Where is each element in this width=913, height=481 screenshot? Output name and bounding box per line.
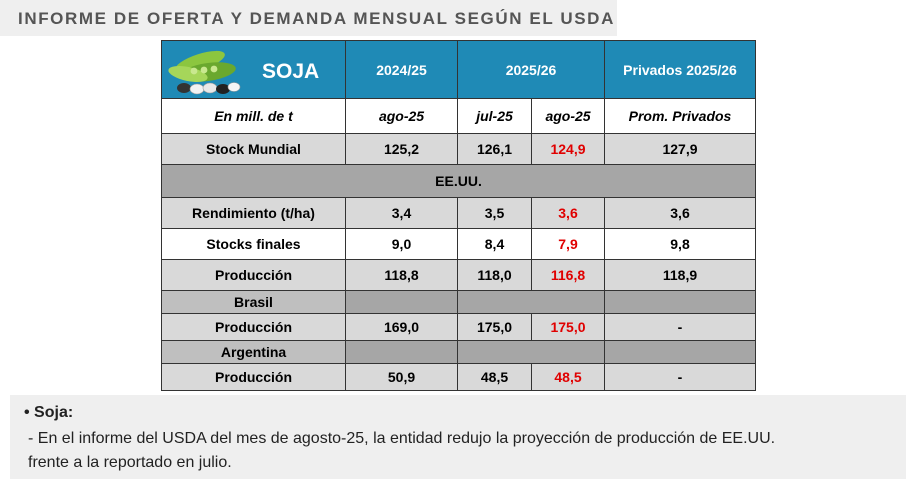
commentary-line: - En el informe del USDA del mes de agos… xyxy=(28,430,776,447)
cell-value: 175,0 xyxy=(457,313,532,341)
cell-value: 118,0 xyxy=(457,259,532,291)
cell-value: 126,1 xyxy=(457,133,532,165)
cell-value-highlight: 7,9 xyxy=(531,228,605,260)
commentary-line: frente a la reportado en julio. xyxy=(28,454,232,471)
cell-value: 118,8 xyxy=(345,259,458,291)
subheader-ago25-a: ago-25 xyxy=(345,98,458,134)
header-row: SOJA 2024/25 2025/26 Privados 2025/26 xyxy=(161,40,756,99)
section-row-brasil: Brasil xyxy=(161,290,756,314)
cell-value: 118,9 xyxy=(604,259,756,291)
row-label: Producción xyxy=(161,313,346,341)
cell-value: - xyxy=(604,313,756,341)
subheader-row: En mill. de t ago-25 jul-25 ago-25 Prom.… xyxy=(161,98,756,134)
soybean-icon xyxy=(168,50,241,95)
col-header-2025: 2025/26 xyxy=(457,40,605,99)
unit-label: En mill. de t xyxy=(161,98,346,134)
table-row: Stock Mundial 125,2 126,1 124,9 127,9 xyxy=(161,133,756,165)
cell-value: 9,0 xyxy=(345,228,458,260)
row-label: Rendimiento (t/ha) xyxy=(161,197,346,229)
table-row: Producción 118,8 118,0 116,8 118,9 xyxy=(161,259,756,291)
row-label: Stocks finales xyxy=(161,228,346,260)
cell-value-highlight: 116,8 xyxy=(531,259,605,291)
empty-cell xyxy=(345,290,458,314)
table-row: Producción 169,0 175,0 175,0 - xyxy=(161,313,756,341)
section-label: EE.UU. xyxy=(161,164,756,198)
cell-value-highlight: 3,6 xyxy=(531,197,605,229)
row-label: Stock Mundial xyxy=(161,133,346,165)
cell-value: 8,4 xyxy=(457,228,532,260)
crop-label: SOJA xyxy=(262,60,320,83)
crop-header-cell: SOJA xyxy=(161,40,346,99)
section-row-argentina: Argentina xyxy=(161,340,756,364)
commentary-box: • Soja: - En el informe del USDA del mes… xyxy=(10,395,906,479)
cell-value: 48,5 xyxy=(457,363,532,391)
table-row: Stocks finales 9,0 8,4 7,9 9,8 xyxy=(161,228,756,260)
cell-value: - xyxy=(604,363,756,391)
empty-cell xyxy=(457,340,605,364)
cell-value: 3,6 xyxy=(604,197,756,229)
cell-value: 125,2 xyxy=(345,133,458,165)
cell-value: 127,9 xyxy=(604,133,756,165)
row-label: Producción xyxy=(161,259,346,291)
subheader-ago25-b: ago-25 xyxy=(531,98,605,134)
cell-value: 3,5 xyxy=(457,197,532,229)
cell-value: 9,8 xyxy=(604,228,756,260)
section-label: Brasil xyxy=(161,290,346,314)
col-header-privados: Privados 2025/26 xyxy=(604,40,756,99)
cell-value: 169,0 xyxy=(345,313,458,341)
supply-demand-table: SOJA 2024/25 2025/26 Privados 2025/26 En… xyxy=(161,40,756,391)
title-bar: INFORME DE OFERTA Y DEMANDA MENSUAL SEGÚ… xyxy=(0,0,617,36)
cell-value: 50,9 xyxy=(345,363,458,391)
section-label: Argentina xyxy=(161,340,346,364)
table-row: Producción 50,9 48,5 48,5 - xyxy=(161,363,756,391)
col-header-2024: 2024/25 xyxy=(345,40,458,99)
empty-cell xyxy=(457,290,605,314)
cell-value-highlight: 175,0 xyxy=(531,313,605,341)
cell-value-highlight: 48,5 xyxy=(531,363,605,391)
empty-cell xyxy=(345,340,458,364)
empty-cell xyxy=(604,290,756,314)
cell-value-highlight: 124,9 xyxy=(531,133,605,165)
row-label: Producción xyxy=(161,363,346,391)
empty-cell xyxy=(604,340,756,364)
commentary-bullet: • Soja: xyxy=(24,404,74,421)
subheader-jul25: jul-25 xyxy=(457,98,532,134)
cell-value: 3,4 xyxy=(345,197,458,229)
subheader-privados: Prom. Privados xyxy=(604,98,756,134)
page-title: INFORME DE OFERTA Y DEMANDA MENSUAL SEGÚ… xyxy=(18,9,615,28)
table-row: Rendimiento (t/ha) 3,4 3,5 3,6 3,6 xyxy=(161,197,756,229)
section-row-eeuu: EE.UU. xyxy=(161,164,756,198)
